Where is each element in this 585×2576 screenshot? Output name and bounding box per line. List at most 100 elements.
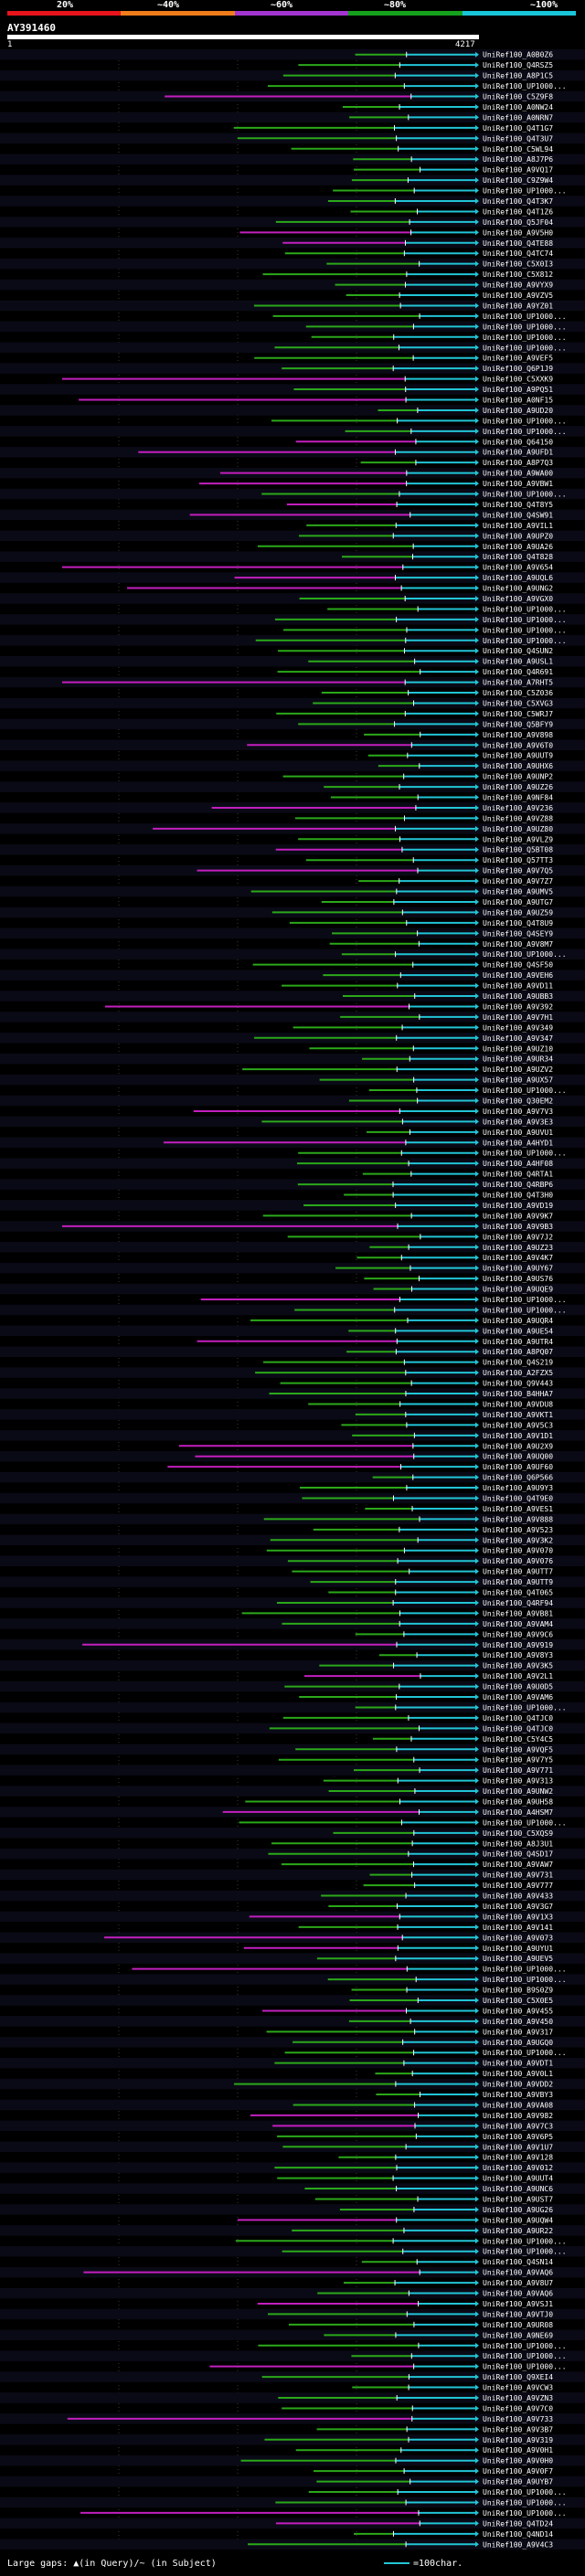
hit-end-arrow [475,460,479,466]
hit-label: UniRef100_Q4T9E0 [483,1495,553,1503]
hit-label: UniRef100_A9V236 [483,804,553,812]
hit-end-arrow [475,606,479,612]
hit-label: UniRef100_A9V7Y5 [483,1756,553,1765]
hit-label: UniRef100_A8J7P6 [483,155,553,164]
hit-end-arrow [475,554,479,560]
hit-end-arrow [475,2029,479,2035]
hit-end-arrow [475,533,479,539]
legend-swatch-cyan [462,11,577,16]
hit-end-arrow [475,867,479,874]
hit-label: UniRef100_A9UD20 [483,407,553,415]
row-band [0,321,585,333]
hit-end-arrow [475,1359,479,1365]
hit-label: UniRef100_UP1000... [483,2248,567,2256]
hit-end-arrow [475,1610,479,1617]
hit-label: UniRef100_A4HSM7 [483,1808,553,1817]
hit-label: UniRef100_A9PQ51 [483,386,553,394]
hit-label: UniRef100_A9V1X3 [483,1913,553,1921]
hit-label: UniRef100_Q4ND14 [483,2530,553,2539]
hit-end-arrow [475,1171,479,1177]
hit-end-arrow [475,366,479,372]
row-band [0,1974,585,1985]
hit-end-arrow [475,1945,479,1951]
hit-end-arrow [475,103,479,110]
hit-label: UniRef100_UP1000... [483,616,567,624]
row-band [0,2183,585,2194]
hit-label: UniRef100_A9V3K2 [483,1536,553,1544]
hit-end-arrow [475,1297,479,1302]
hit-end-arrow [475,1966,479,1972]
hit-end-arrow [475,1349,479,1355]
row-band [0,1492,585,1504]
hit-label: UniRef100_A9UGQ0 [483,2039,553,2047]
hit-end-arrow [475,2530,479,2537]
hit-label: UniRef100_A9UNC6 [483,2185,553,2193]
hit-label: UniRef100_A9UZ80 [483,825,553,833]
hit-end-arrow [475,2280,479,2286]
hit-end-arrow [475,397,479,403]
row-band [0,1283,585,1295]
hit-end-arrow [475,721,479,727]
row-band [0,1786,585,1797]
row-band [0,697,585,709]
row-band [0,530,585,542]
footer-gaps-legend: Large gaps: ▲(in Query)/~ (in Subject) [7,2559,217,2569]
hit-label: UniRef100_UP1000... [483,1087,567,1095]
hit-end-arrow [475,1118,479,1125]
hit-end-arrow [475,1161,479,1167]
hit-end-arrow [475,1485,479,1491]
hit-label: UniRef100_A9VQF5 [483,1745,553,1754]
hit-end-arrow [475,2133,479,2139]
row-band [0,175,585,186]
row-band [0,1242,585,1253]
hit-end-arrow [475,376,479,382]
hit-end-arrow [475,1861,479,1868]
hit-label: UniRef100_A9VB81 [483,1609,553,1617]
hit-label: UniRef100_A9V7V3 [483,1108,553,1116]
hit-label: UniRef100_A9NF84 [483,794,553,802]
hit-label: UniRef100_Q4TD24 [483,2519,553,2528]
hit-label: UniRef100_A9V898 [483,731,553,739]
hit-end-arrow [475,197,479,204]
hit-label: UniRef100_A9V9C6 [483,1630,553,1638]
row-band [0,258,585,270]
hit-end-arrow [475,627,479,633]
hit-end-arrow [475,616,479,622]
hit-label: UniRef100_A9VA08 [483,2101,553,2109]
hit-label: UniRef100_A9VAM6 [483,1693,553,1701]
row-band [0,1074,585,1086]
hit-end-arrow [475,1182,479,1188]
hit-label: UniRef100_Q4T828 [483,553,553,561]
hit-end-arrow [475,156,479,163]
hit-end-arrow [475,1380,479,1386]
hit-end-arrow [475,1422,479,1428]
row-band [0,1262,585,1274]
hit-end-arrow [475,1829,479,1836]
hit-end-arrow [475,1474,479,1480]
hit-end-arrow [475,345,479,351]
hit-end-arrow [475,1641,479,1648]
hit-end-arrow [475,2499,479,2506]
hit-end-arrow [475,1662,479,1669]
hit-end-arrow [475,1255,479,1261]
hit-end-arrow [475,2353,479,2359]
hit-end-arrow [475,1244,479,1250]
row-band [0,2475,585,2487]
hit-end-arrow [475,229,479,236]
hit-end-arrow [475,1055,479,1062]
hit-end-arrow [475,2112,479,2118]
hit-label: UniRef100_Q9V443 [483,1380,553,1388]
hit-end-arrow [475,2374,479,2380]
hit-label: UniRef100_A9UQR4 [483,1317,553,1325]
hit-end-arrow [475,2165,479,2171]
hit-label: UniRef100_A9V777 [483,1882,553,1890]
hit-label: UniRef100_C5Z9F8 [483,93,553,101]
hit-label: UniRef100_A9UTT9 [483,1578,553,1586]
hit-label: UniRef100_A9V4C3 [483,2540,553,2549]
hit-label: UniRef100_UP1000... [483,2488,567,2496]
hit-label: UniRef100_A9UR34 [483,1055,553,1064]
hit-label: UniRef100_A9UUT9 [483,752,553,760]
hit-label: UniRef100_A9UQE9 [483,1286,553,1294]
hit-end-arrow [475,387,479,393]
row-band [0,1053,585,1065]
